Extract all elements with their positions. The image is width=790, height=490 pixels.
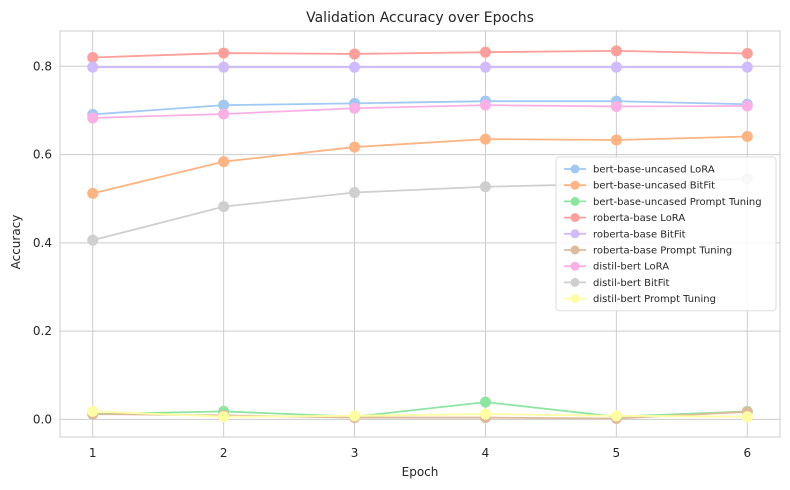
data-point [349,61,361,73]
y-axis-label: Accuracy [9,215,23,270]
x-tick-label: 5 [613,446,621,460]
data-point [479,46,491,58]
legend-marker [570,164,580,174]
legend-marker [570,229,580,239]
x-tick-label: 4 [482,446,490,460]
y-tick-label: 0.2 [33,324,52,338]
data-point [87,61,99,73]
gridlines [60,31,780,437]
legend-label: distil-bert LoRA [593,262,669,273]
legend-marker [570,294,580,304]
series-6 [87,99,753,124]
data-point [218,201,230,213]
data-point [218,61,230,73]
legend-label: bert-base-uncased BitFit [593,181,715,192]
series-8 [87,405,753,423]
data-point [479,133,491,145]
data-point [610,100,622,112]
data-point [741,130,753,142]
legend-item: distil-bert LoRA [564,261,669,273]
legend-item: roberta-base Prompt Tuning [564,245,732,257]
data-point [87,51,99,63]
series-line [92,49,748,59]
y-tick-label: 0.8 [33,59,52,73]
legend-item: bert-base-uncased Prompt Tuning [564,196,762,208]
legend: bert-base-uncased LoRA bert-base-uncased … [555,156,777,312]
data-point [87,187,99,199]
legend-box [555,156,777,312]
legend-label: roberta-base BitFit [593,229,686,240]
x-tick-label: 3 [351,446,359,460]
legend-item: bert-base-uncased LoRA [564,164,715,176]
legend-marker [570,277,580,287]
data-point [349,187,361,199]
data-point [741,61,753,73]
data-point [610,410,622,422]
legend-label: roberta-base Prompt Tuning [593,246,732,257]
data-point [741,48,753,60]
data-point [218,99,230,111]
y-tick-label: 0.0 [33,412,52,426]
data-point [610,45,622,57]
legend-marker [570,213,580,223]
x-tick-label: 6 [743,446,751,460]
data-point [610,134,622,146]
chart-title: Validation Accuracy over Epochs [306,10,534,26]
legend-label: distil-bert BitFit [593,278,669,289]
legend-item: distil-bert Prompt Tuning [564,294,716,305]
data-point [349,141,361,153]
series-line [92,100,748,116]
x-tick-label: 1 [89,446,97,460]
x-axis-ticks: 1 2 3 4 5 6 [89,446,751,460]
data-point [479,99,491,111]
x-tick-label: 2 [220,446,228,460]
data-point [349,410,361,422]
legend-marker [570,180,580,190]
data-point [218,156,230,168]
legend-label: distil-bert Prompt Tuning [593,294,716,305]
x-axis-label: Epoch [402,465,439,479]
data-point [610,61,622,73]
data-point [349,48,361,60]
data-point [479,181,491,193]
series-line [92,104,748,119]
y-tick-label: 0.6 [33,148,52,162]
data-point [87,405,99,417]
data-point [87,234,99,246]
series-4 [87,61,753,73]
series-line [92,410,748,418]
data-point [741,411,753,423]
legend-item: roberta-base LoRA [564,213,685,224]
data-point [741,100,753,112]
y-tick-label: 0.4 [33,236,52,250]
data-point [479,408,491,420]
legend-marker [570,245,580,255]
data-point [479,396,491,408]
legend-label: bert-base-uncased Prompt Tuning [593,197,762,208]
data-point [218,411,230,423]
data-point [349,102,361,114]
legend-item: roberta-base BitFit [564,229,686,240]
series-1 [87,130,753,199]
legend-marker [570,196,580,206]
data-point [218,47,230,59]
series-3 [87,45,753,63]
data-point [218,108,230,120]
legend-marker [570,261,580,271]
legend-label: roberta-base LoRA [593,213,685,224]
legend-label: bert-base-uncased LoRA [593,165,715,176]
legend-item: bert-base-uncased BitFit [564,180,715,192]
series-line [92,135,748,195]
y-axis-ticks: 0.0 0.2 0.4 0.6 0.8 [33,59,52,426]
data-point [87,112,99,124]
data-point [479,61,491,73]
legend-item: distil-bert BitFit [564,277,669,289]
